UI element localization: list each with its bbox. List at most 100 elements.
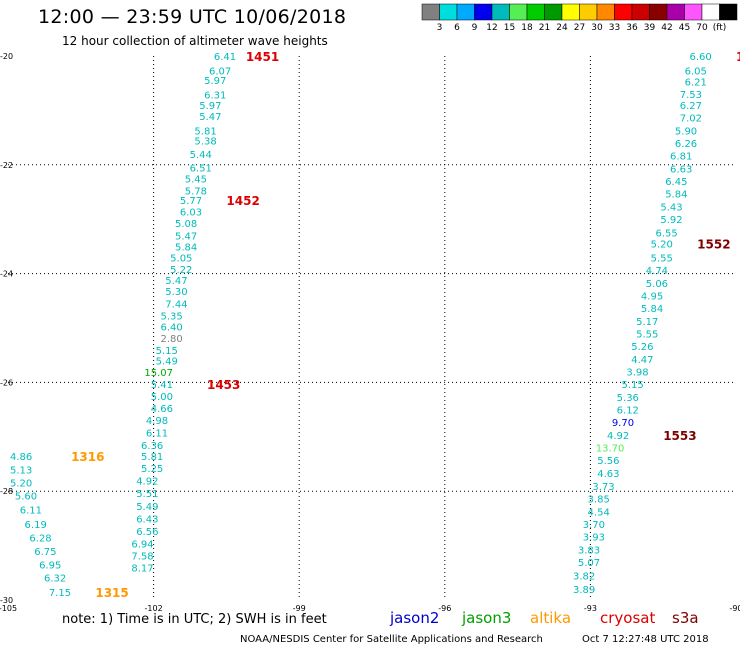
wave-height-value: 3.73 <box>592 482 614 493</box>
wave-height-value: 2.80 <box>160 334 182 345</box>
wave-height-value: 7.53 <box>680 90 702 101</box>
legend-jason3: jason3 <box>462 609 512 627</box>
wave-height-value: 5.38 <box>194 136 216 147</box>
wave-height-value: 3.70 <box>583 520 605 531</box>
colorbar-label: 6 <box>454 23 460 33</box>
x-tick-label: -90 <box>729 604 740 613</box>
wave-height-value: 6.36 <box>141 441 163 452</box>
wave-height-value: 6.03 <box>180 208 202 219</box>
wave-height-value: 5.00 <box>151 392 173 403</box>
wave-height-value: 5.49 <box>156 357 178 368</box>
wave-height-value: 6.55 <box>655 228 677 239</box>
wave-height-value: 3.82 <box>573 572 595 583</box>
colorbar-label: 12 <box>486 23 497 33</box>
wave-height-value: 7.15 <box>49 588 71 599</box>
wave-height-value: 3.89 <box>573 585 595 596</box>
wave-height-value: 7.58 <box>131 551 153 562</box>
wave-height-value: 5.56 <box>597 456 619 467</box>
wave-height-value: 5.81 <box>194 127 216 138</box>
wave-height-value: 3.98 <box>626 368 648 379</box>
wave-height-value: 6.51 <box>190 164 212 175</box>
y-tick-label: -20 <box>0 52 13 61</box>
colorbar-swatch <box>509 3 528 21</box>
wave-height-value: 5.81 <box>141 452 163 463</box>
colorbar-label: 39 <box>644 23 656 33</box>
wave-height-value: 5.30 <box>165 287 187 298</box>
wave-height-value: 6.75 <box>34 547 56 558</box>
wave-height-value: 6.11 <box>146 428 168 439</box>
legend-cryosat: cryosat <box>600 609 656 627</box>
wave-height-value: 5.47 <box>199 112 221 123</box>
x-tick-label: -99 <box>293 604 306 613</box>
wave-height-value: 5.49 <box>136 502 158 513</box>
y-tick-label: -22 <box>0 161 13 170</box>
colorbar-swatch <box>439 3 458 21</box>
pass-time-label: 1452 <box>226 194 259 208</box>
colorbar-swatch <box>596 3 615 21</box>
colorbar-legend: 3 6 9 12 15 18 21 24 27 30 33 36 39 42 45 70 (ft) <box>421 3 738 33</box>
wave-height-value: 5.20 <box>10 478 32 489</box>
colorbar-label: 45 <box>679 23 690 33</box>
wave-height-value: 5.43 <box>660 203 682 214</box>
wave-height-value: 5.35 <box>160 311 182 322</box>
grid-lines <box>8 56 736 600</box>
wave-height-value: 6.05 <box>685 67 707 78</box>
colorbar-swatch <box>701 3 720 21</box>
wave-height-value: 5.77 <box>180 196 202 207</box>
colorbar-swatch <box>544 3 563 21</box>
wave-height-value: 5.90 <box>675 127 697 138</box>
wave-height-value: 6.12 <box>617 406 639 417</box>
colorbar-label: 3 <box>437 23 443 33</box>
legend-jason2: jason2 <box>390 609 440 627</box>
legend-s3a: s3a <box>672 609 699 627</box>
colorbar-swatch <box>491 3 510 21</box>
pass-time-label: 1553 <box>663 429 696 443</box>
wave-height-value: 15.07 <box>144 368 173 379</box>
wave-height-value: 5.05 <box>170 253 192 264</box>
wave-height-value: 9.70 <box>612 418 634 429</box>
wave-height-value: 5.45 <box>185 174 207 185</box>
colorbar-label: 15 <box>504 23 515 33</box>
wave-height-value: 5.55 <box>636 329 658 340</box>
pass-time-label: 15 <box>736 50 740 64</box>
colorbar-label: 24 <box>556 23 568 33</box>
chart-title: 12:00 — 23:59 UTC 10/06/2018 <box>38 6 347 28</box>
colorbar-label: 18 <box>521 23 533 33</box>
wave-height-value: 6.95 <box>39 561 61 572</box>
wave-height-value: 13.70 <box>596 444 625 455</box>
wave-height-value: 4.74 <box>646 266 668 277</box>
colorbar-label: (ft) <box>713 23 727 33</box>
wave-height-value: 4.63 <box>597 469 619 480</box>
wave-height-value: 5.17 <box>636 317 658 328</box>
credit-line: NOAA/NESDIS Center for Satellite Applica… <box>240 634 543 645</box>
colorbar-swatch <box>561 3 580 21</box>
colorbar-swatch <box>631 3 650 21</box>
wave-height-value: 5.84 <box>175 242 197 253</box>
wave-height-value: 5.06 <box>646 279 668 290</box>
wave-height-value: 6.27 <box>680 101 702 112</box>
wave-height-value: 5.44 <box>190 150 212 161</box>
colorbar-swatch <box>684 3 703 21</box>
x-tick-label: -93 <box>584 604 597 613</box>
colorbar-swatch <box>666 3 685 21</box>
colorbar-swatch <box>719 3 738 21</box>
wave-height-value: 4.92 <box>607 431 629 442</box>
y-tick-label: -24 <box>0 270 13 279</box>
wave-height-value: 3.83 <box>578 545 600 556</box>
wave-height-value: 4.98 <box>146 416 168 427</box>
colorbar-swatch <box>456 3 475 21</box>
wave-height-value: 6.19 <box>25 520 47 531</box>
wave-height-value: 5.36 <box>617 393 639 404</box>
wave-height-value: 6.32 <box>44 574 66 585</box>
colorbar-label: 9 <box>472 23 478 33</box>
wave-height-value: 5.51 <box>136 489 158 500</box>
colorbar-swatch <box>421 3 440 21</box>
x-tick-label: -96 <box>438 604 451 613</box>
colorbar-label: 36 <box>626 23 638 33</box>
wave-height-value: 5.47 <box>165 276 187 287</box>
wave-height-value: 6.26 <box>675 139 697 150</box>
wave-height-value: 6.63 <box>670 165 692 176</box>
wave-height-value: 7.02 <box>680 113 702 124</box>
wave-height-value: 5.26 <box>631 342 653 353</box>
